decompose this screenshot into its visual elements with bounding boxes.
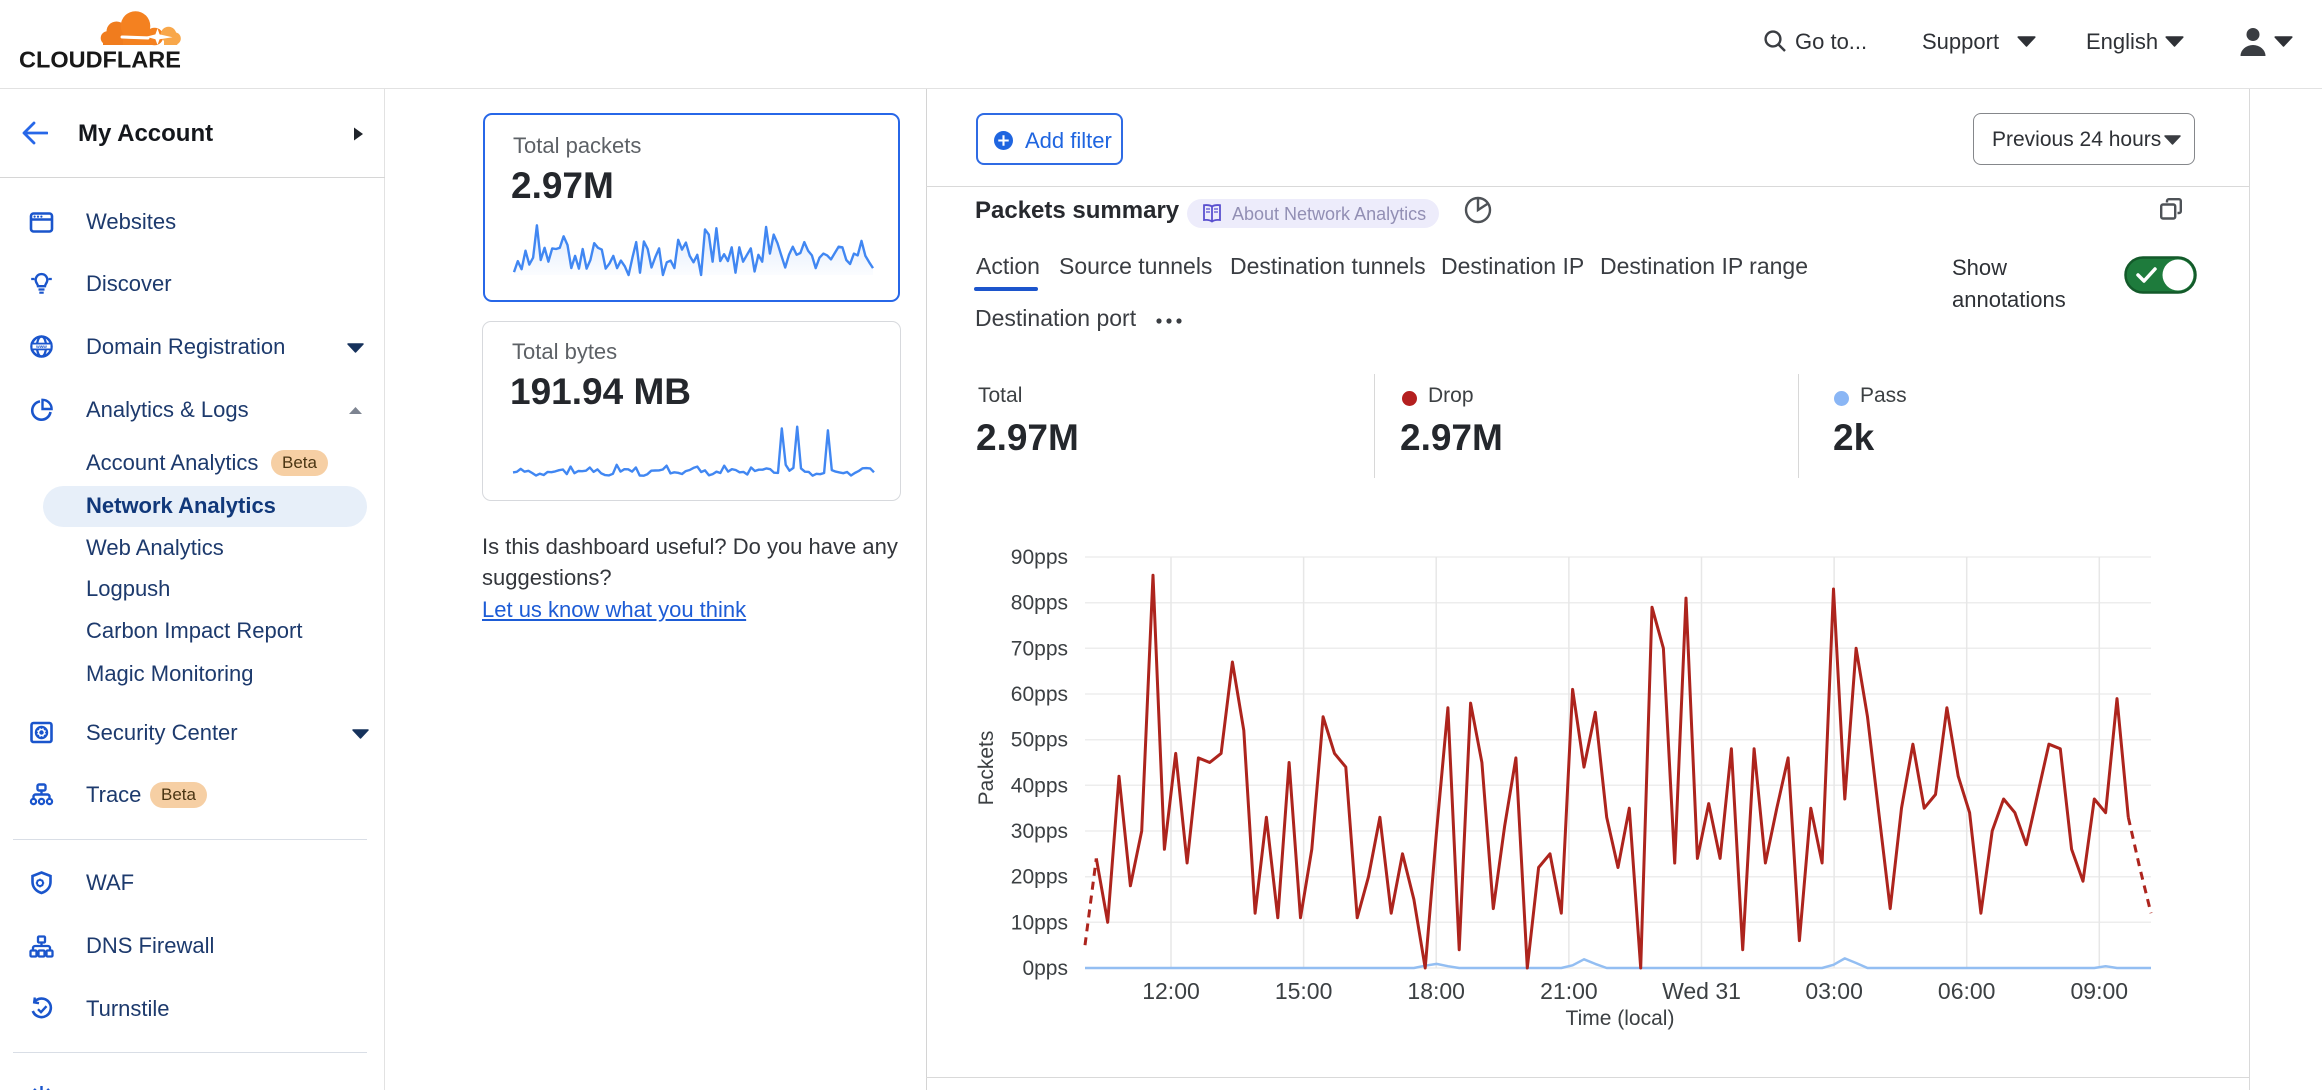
svg-text:15:00: 15:00 xyxy=(1275,978,1333,1004)
svg-text:20pps: 20pps xyxy=(1011,866,1068,889)
svg-text:90pps: 90pps xyxy=(1011,546,1068,569)
svg-text:80pps: 80pps xyxy=(1011,592,1068,615)
svg-text:06:00: 06:00 xyxy=(1938,978,1996,1004)
svg-text:0pps: 0pps xyxy=(1022,957,1068,980)
svg-text:www: www xyxy=(35,344,47,349)
svg-text:03:00: 03:00 xyxy=(1805,978,1863,1004)
svg-text:30pps: 30pps xyxy=(1011,820,1068,843)
svg-text:50pps: 50pps xyxy=(1011,729,1068,752)
svg-text:12:00: 12:00 xyxy=(1142,978,1200,1004)
svg-text:Time (local): Time (local) xyxy=(1566,1007,1675,1030)
svg-text:40pps: 40pps xyxy=(1011,774,1068,797)
svg-text:Packets: Packets xyxy=(975,731,998,806)
svg-text:10pps: 10pps xyxy=(1011,911,1068,934)
svg-text:60pps: 60pps xyxy=(1011,683,1068,706)
svg-text:21:00: 21:00 xyxy=(1540,978,1598,1004)
svg-text:09:00: 09:00 xyxy=(2071,978,2129,1004)
svg-text:18:00: 18:00 xyxy=(1407,978,1465,1004)
svg-text:Wed 31: Wed 31 xyxy=(1662,978,1741,1004)
svg-text:70pps: 70pps xyxy=(1011,637,1068,660)
svg-text:CLOUDFLARE: CLOUDFLARE xyxy=(19,47,181,72)
